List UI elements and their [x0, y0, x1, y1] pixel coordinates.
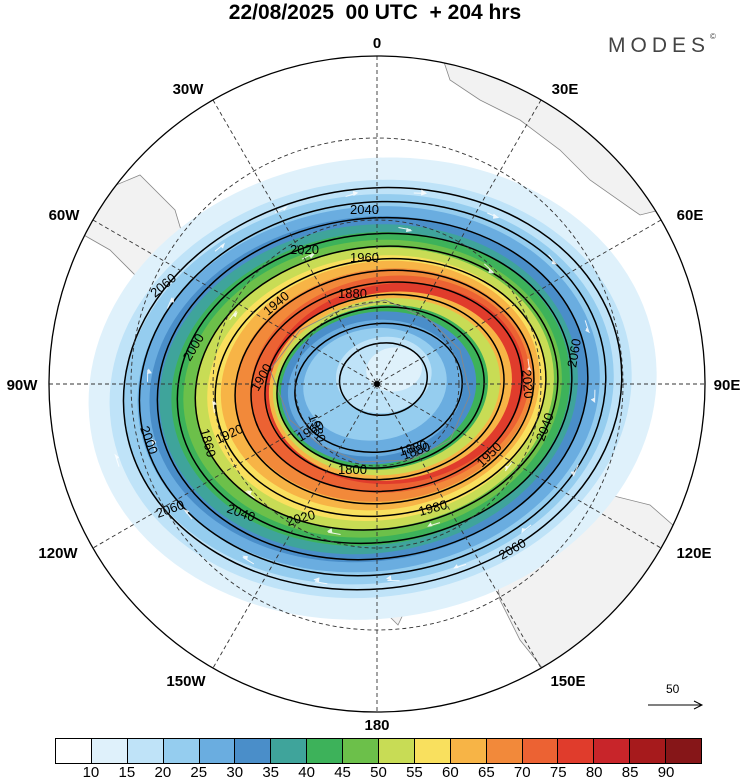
contour-label: 1960 — [350, 250, 379, 265]
colorbar — [55, 738, 702, 764]
colorbar-label: 60 — [442, 764, 459, 781]
land-antarctica — [269, 299, 471, 463]
reference-vector-label: 50 — [666, 682, 680, 696]
contour-label: 1880 — [397, 437, 429, 459]
map-content — [49, 56, 705, 712]
colorbar-label: 25 — [190, 764, 208, 781]
colorbar-swatch — [486, 739, 523, 763]
lon-label-60w: 60W — [49, 207, 81, 224]
colorbar-swatch — [666, 739, 702, 763]
colorbar-labels: 10 15 20 25 30 35 40 45 50 55 60 65 70 75 80 85 90 — [0, 764, 750, 782]
colorbar-swatch — [450, 739, 487, 763]
colorbar-swatch — [630, 739, 667, 763]
graticule — [49, 56, 705, 712]
colorbar-label: 50 — [370, 764, 387, 781]
lon-label-150e: 150E — [550, 673, 585, 690]
pole-marker — [374, 381, 380, 387]
colorbar-label: 15 — [118, 764, 136, 781]
colorbar-swatch — [235, 739, 272, 763]
wind-speed-shading — [88, 157, 657, 620]
colorbar-label: 80 — [585, 764, 603, 781]
colorbar-swatch — [199, 739, 236, 763]
lon-label-150w: 150W — [166, 673, 206, 690]
globe-boundary — [48, 55, 706, 713]
lon-label-30e: 30E — [552, 81, 579, 98]
lon-label-60e: 60E — [677, 207, 704, 224]
lon-label-30w: 30W — [173, 81, 205, 98]
colorbar-swatch — [271, 739, 308, 763]
reference-vector-arrow — [648, 700, 704, 710]
colorbar-label: 20 — [154, 764, 172, 781]
colorbar-swatch — [343, 739, 380, 763]
contour-label: 2020 — [285, 507, 317, 529]
colorbar-label: 75 — [549, 764, 567, 781]
colorbar-swatch — [558, 739, 595, 763]
colorbar-swatch — [307, 739, 344, 763]
colorbar-label: 70 — [513, 764, 531, 781]
lon-label-90e: 90E — [714, 377, 741, 394]
colorbar-label: 45 — [334, 764, 351, 781]
colorbar-label: 30 — [226, 764, 244, 781]
colorbar-swatch — [56, 739, 92, 763]
colorbar-swatch — [91, 739, 128, 763]
contour-label: 1860 — [197, 427, 219, 459]
colorbar-swatch — [163, 739, 200, 763]
colorbar-swatch — [414, 739, 451, 763]
contour-label: 2060 — [564, 337, 584, 368]
colorbar-label: 35 — [262, 764, 279, 781]
colorbar-label: 55 — [406, 764, 423, 781]
lon-label-180: 180 — [364, 717, 389, 730]
wind-vectors — [114, 189, 596, 630]
contour-label: 1800 — [338, 462, 367, 477]
colorbar-label: 65 — [477, 764, 495, 781]
colorbar-label: 85 — [621, 764, 639, 781]
geopotential-contours — [122, 186, 623, 591]
contour-label: 2020 — [290, 242, 319, 257]
brand-name: MODES — [608, 34, 711, 57]
colorbar-label: 90 — [657, 764, 675, 781]
lon-label-0: 0 — [373, 35, 381, 52]
lon-label-120e: 120E — [676, 545, 711, 562]
colorbar-swatch — [379, 739, 415, 763]
lon-label-90w: 90W — [7, 377, 39, 394]
brand-logo: MODES© — [608, 32, 716, 58]
colorbar-label: 10 — [82, 764, 100, 781]
map-title: 22/08/2025 00 UTC + 204 hrs — [228, 1, 522, 24]
contour-label: 1980 — [417, 497, 449, 519]
colorbar-swatch — [127, 739, 164, 763]
colorbar-label: 40 — [298, 764, 315, 781]
polar-map: 0 30E 60E 90E 120E 150E 180 150W 120W 90… — [7, 35, 741, 730]
colorbar-swatch — [594, 739, 631, 763]
contour-label: 1880 — [338, 286, 367, 301]
contour-label: 2020 — [519, 369, 536, 399]
contour-label: 2040 — [350, 202, 379, 217]
lon-label-120w: 120W — [38, 545, 78, 562]
colorbar-swatch — [522, 739, 559, 763]
copyright-mark: © — [710, 32, 716, 41]
